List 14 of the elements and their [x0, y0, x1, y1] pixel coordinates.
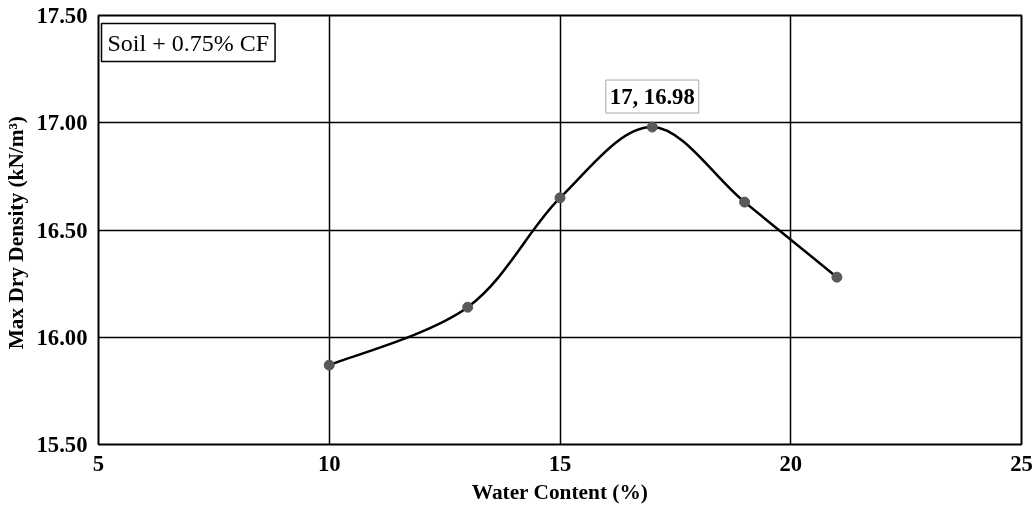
x-tick-label: 25 [1010, 450, 1033, 476]
y-tick-label: 17.50 [36, 3, 88, 28]
annotation: Soil + 0.75% CF [107, 29, 270, 56]
y-tick-label: 15.50 [36, 432, 88, 457]
x-tick-label: 15 [548, 450, 572, 476]
y-tick-label: 16.50 [36, 217, 88, 243]
x-tick-label: 20 [779, 450, 803, 476]
x-tick-label: 5 [92, 450, 105, 476]
x-axis-title: Water Content (%) [471, 479, 648, 504]
y-tick-label: 17.00 [36, 110, 88, 136]
y-axis-title: Max Dry Density (kN/m³) [3, 116, 28, 350]
y-tick-label: 16.00 [36, 324, 88, 350]
x-tick-label: 10 [317, 450, 341, 476]
annotation: 17, 16.98 [609, 84, 695, 110]
